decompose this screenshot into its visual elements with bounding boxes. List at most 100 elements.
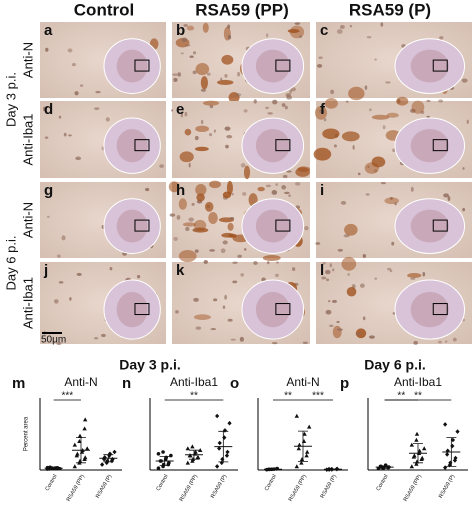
section-grey-matter xyxy=(116,49,148,83)
column-header: Control xyxy=(74,0,134,19)
stain-spot xyxy=(316,63,323,68)
stain-spot xyxy=(272,342,278,345)
data-point xyxy=(409,442,414,447)
x-tick-label: Control xyxy=(376,474,390,492)
data-point xyxy=(296,446,301,451)
micrograph-panel xyxy=(316,22,472,101)
stain-spot xyxy=(364,162,380,174)
stain-spot xyxy=(410,108,416,113)
stain-spot xyxy=(385,81,391,84)
significance-label: *** xyxy=(61,391,73,402)
stain-spot xyxy=(206,72,211,76)
stain-spot xyxy=(389,269,393,273)
inset-box xyxy=(134,303,150,316)
stain-spot xyxy=(213,298,218,302)
stain-spot xyxy=(332,325,342,339)
data-point xyxy=(185,446,190,451)
stain-spot xyxy=(53,299,59,304)
data-point xyxy=(453,455,458,461)
stain-spot xyxy=(227,24,231,29)
stain-spot xyxy=(194,228,198,231)
stain-spot xyxy=(366,36,372,39)
stain-spot xyxy=(169,213,176,217)
stain-spot xyxy=(200,88,207,92)
stain-spot xyxy=(411,100,425,114)
data-point xyxy=(414,437,419,442)
section-grey-matter xyxy=(255,129,290,163)
stain-spot xyxy=(209,180,221,189)
stain-spot xyxy=(225,144,229,149)
stain-spot xyxy=(339,25,345,29)
stain-spot xyxy=(240,273,245,277)
data-point xyxy=(102,455,107,460)
stain-spot xyxy=(184,111,188,117)
stain-spot xyxy=(196,193,205,202)
stain-spot xyxy=(336,320,340,324)
stain-spot xyxy=(216,79,234,85)
stain-spot xyxy=(159,164,164,168)
stain-spot xyxy=(192,227,209,233)
data-point xyxy=(110,456,115,462)
stain-spot xyxy=(438,340,442,344)
data-point xyxy=(222,428,228,433)
stain-spot xyxy=(222,240,228,245)
section-grey-matter xyxy=(255,209,290,243)
inset-box xyxy=(432,59,448,72)
stain-spot xyxy=(173,77,178,82)
stain-spot xyxy=(61,235,66,241)
stain-spot xyxy=(240,163,246,168)
plot-letter: m xyxy=(12,375,25,392)
stain-spot xyxy=(63,132,67,137)
plot-group-label: Day 6 p.i. xyxy=(364,357,425,373)
data-point xyxy=(217,446,222,451)
stain-spot xyxy=(192,70,197,75)
data-point xyxy=(77,458,83,463)
stain-spot xyxy=(231,192,234,196)
stain-spot xyxy=(179,269,183,273)
stain-spot xyxy=(325,309,332,315)
data-point xyxy=(455,429,460,434)
stain-spot xyxy=(283,191,290,195)
stain-spot xyxy=(242,191,247,196)
x-tick-label: Control xyxy=(45,474,59,492)
stain-spot xyxy=(330,89,335,95)
dot-plot: p Anti-Iba1 Control RSA59 (PP) RSA59 (P) ** ** xyxy=(340,375,468,503)
stain-spot xyxy=(209,249,216,252)
stain-spot xyxy=(239,336,244,342)
inset-box xyxy=(275,59,291,72)
stain-spot xyxy=(289,89,293,94)
stain-spot xyxy=(362,254,366,258)
stain-spot xyxy=(75,156,82,161)
data-point xyxy=(156,466,161,471)
row-label: Anti-Iba1 xyxy=(20,113,35,165)
stain-spot xyxy=(191,202,195,206)
data-point xyxy=(102,456,107,462)
inset-box xyxy=(432,139,448,152)
stain-spot xyxy=(289,25,305,39)
stain-spot xyxy=(315,242,321,245)
x-tick-label: RSA59 (PP) xyxy=(179,474,199,503)
stain-spot xyxy=(332,268,335,272)
data-point xyxy=(112,449,117,455)
stain-spot xyxy=(323,118,327,122)
stain-spot xyxy=(262,255,281,261)
data-point xyxy=(445,452,450,457)
micrograph-panel xyxy=(168,180,310,263)
x-tick-label: Control xyxy=(156,474,170,492)
data-point xyxy=(450,437,456,443)
stain-spot xyxy=(67,48,73,53)
section-grey-matter xyxy=(116,291,148,328)
panel-letter: k xyxy=(176,262,185,279)
stain-spot xyxy=(76,272,82,276)
data-point xyxy=(217,440,222,446)
x-tick-label: RSA59 (P) xyxy=(320,474,338,500)
stain-spot xyxy=(426,99,431,103)
stain-spot xyxy=(443,193,449,198)
data-point xyxy=(224,453,230,458)
panel-letter: j xyxy=(43,262,48,279)
plot-title: Anti-Iba1 xyxy=(170,375,218,389)
plot-letter: p xyxy=(340,375,349,392)
data-point xyxy=(167,461,171,465)
data-point xyxy=(198,448,203,452)
column-header: RSA59 (P) xyxy=(349,0,431,19)
